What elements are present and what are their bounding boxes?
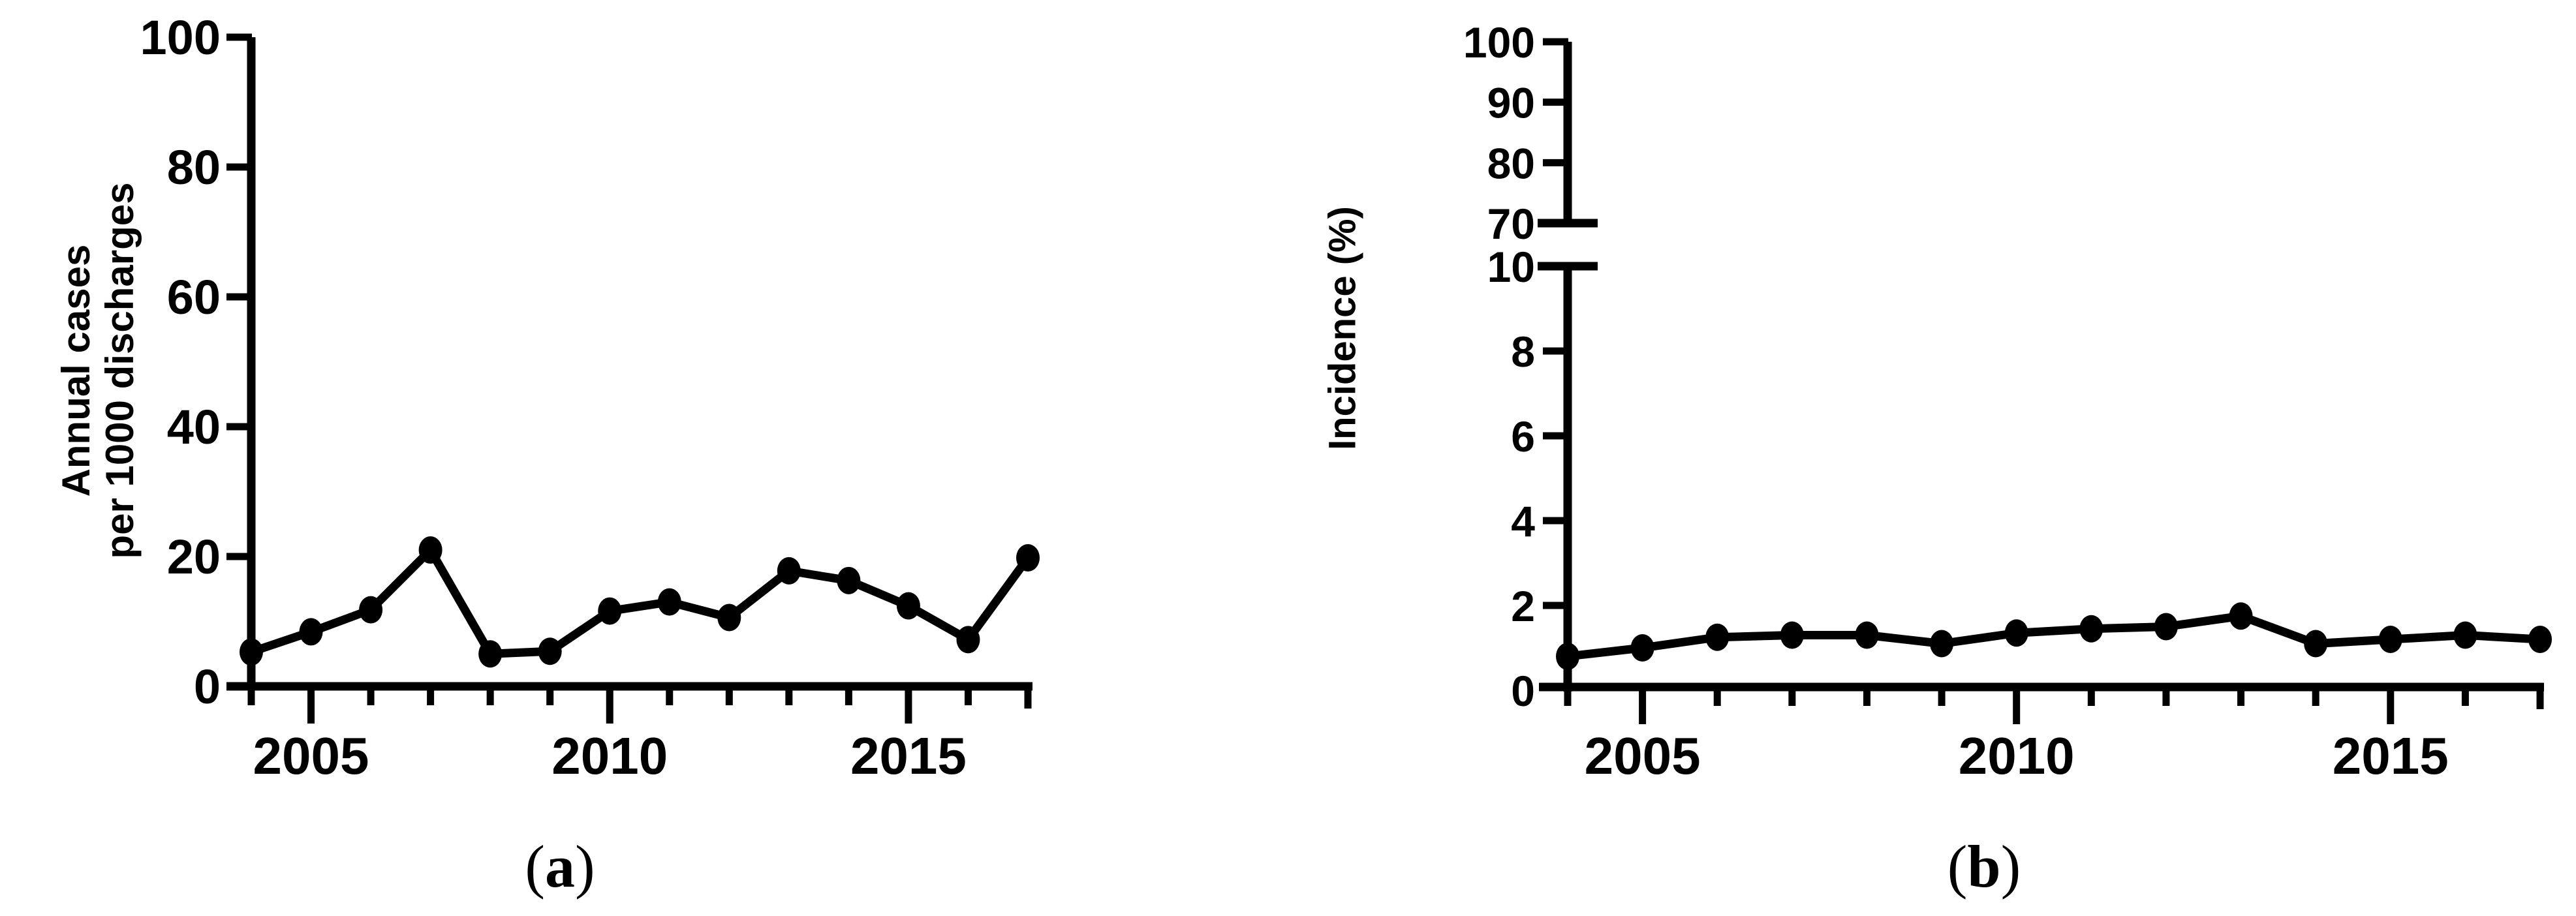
y-tick-label-a-40: 40 xyxy=(167,400,221,454)
data-point-b-2005 xyxy=(1630,634,1654,662)
x-year-label-a-2010: 2010 xyxy=(551,727,668,785)
data-point-a-2016 xyxy=(956,626,980,654)
data-point-b-2007 xyxy=(1780,621,1804,649)
panel-a-caption-letter: a xyxy=(545,833,575,900)
panel-a-caption-paren-close: ) xyxy=(575,833,595,900)
panel-b-y-axis-title: Incidence (%) xyxy=(1322,206,1365,450)
y-tick-label-b-8: 8 xyxy=(1511,328,1535,376)
data-point-a-2006 xyxy=(359,596,383,624)
y-tick-label-b-100: 100 xyxy=(1463,18,1535,67)
data-point-b-2006 xyxy=(1705,623,1730,651)
data-point-b-2008 xyxy=(1855,621,1879,649)
data-point-b-2014 xyxy=(2304,630,2328,658)
data-point-a-2015 xyxy=(896,592,920,620)
data-point-a-2009 xyxy=(538,637,562,665)
data-point-b-2013 xyxy=(2229,602,2253,630)
data-point-b-2017 xyxy=(2528,626,2552,653)
data-point-a-2005 xyxy=(299,618,323,646)
x-year-label-a-2015: 2015 xyxy=(850,727,967,785)
y-tick-label-b-6: 6 xyxy=(1511,412,1535,461)
y-tick-label-b-80: 80 xyxy=(1487,139,1535,187)
x-year-label-b-2015: 2015 xyxy=(2333,727,2449,785)
data-point-b-2015 xyxy=(2378,626,2402,653)
data-point-b-2011 xyxy=(2079,615,2103,643)
data-point-b-2010 xyxy=(2004,619,2028,647)
data-point-a-2011 xyxy=(657,588,681,616)
data-point-a-2007 xyxy=(418,536,442,564)
y-tick-label-b-70: 70 xyxy=(1487,200,1535,248)
panel-a-y-axis-title-line1: Annual cases xyxy=(54,244,98,497)
y-tick-label-a-60: 60 xyxy=(167,270,221,324)
data-point-a-2004 xyxy=(240,638,263,666)
y-tick-label-b-10: 10 xyxy=(1487,243,1535,291)
data-point-a-2012 xyxy=(717,603,741,632)
panel-b-caption-paren-open: ( xyxy=(1947,833,1968,900)
y-tick-label-a-20: 20 xyxy=(167,530,221,584)
y-tick-label-a-0: 0 xyxy=(194,660,221,714)
data-point-a-2013 xyxy=(777,557,801,585)
data-point-a-2017 xyxy=(1016,543,1040,572)
y-tick-label-a-80: 80 xyxy=(167,140,221,194)
data-point-a-2010 xyxy=(598,597,622,625)
y-tick-label-b-2: 2 xyxy=(1511,582,1535,630)
data-point-b-2009 xyxy=(1930,630,1954,658)
panel-a-chart: 0 20 40 60 80 100 2005 2010 2015 xyxy=(140,10,1040,785)
x-year-label-b-2010: 2010 xyxy=(1959,727,2075,785)
panel-a-caption: (a) xyxy=(525,832,595,901)
series-line-b xyxy=(1563,611,2545,661)
data-point-b-2016 xyxy=(2453,621,2477,649)
panel-a-y-axis-title: Annual cases per 1000 discharges xyxy=(54,182,142,558)
data-point-b-2004 xyxy=(1556,643,1579,670)
panel-a-caption-paren-open: ( xyxy=(525,833,545,900)
data-point-a-2008 xyxy=(478,640,503,668)
y-tick-label-b-90: 90 xyxy=(1487,79,1535,127)
panel-b-caption: (b) xyxy=(1948,832,2021,901)
y-tick-label-b-0: 0 xyxy=(1511,667,1535,715)
x-year-label-a-2005: 2005 xyxy=(253,727,369,785)
x-year-label-b-2005: 2005 xyxy=(1585,727,1701,785)
panel-b-caption-letter: b xyxy=(1967,833,2001,900)
y-tick-label-a-100: 100 xyxy=(140,10,221,65)
y-tick-label-b-4: 4 xyxy=(1511,497,1535,545)
panel-b-y-axis-title-line1: Incidence (%) xyxy=(1321,206,1364,450)
data-point-a-2014 xyxy=(837,566,861,594)
panel-b-caption-paren-close: ) xyxy=(2000,833,2021,900)
data-point-b-2012 xyxy=(2154,613,2178,641)
panel-a-y-axis-title-line2: per 1000 discharges xyxy=(98,182,142,559)
